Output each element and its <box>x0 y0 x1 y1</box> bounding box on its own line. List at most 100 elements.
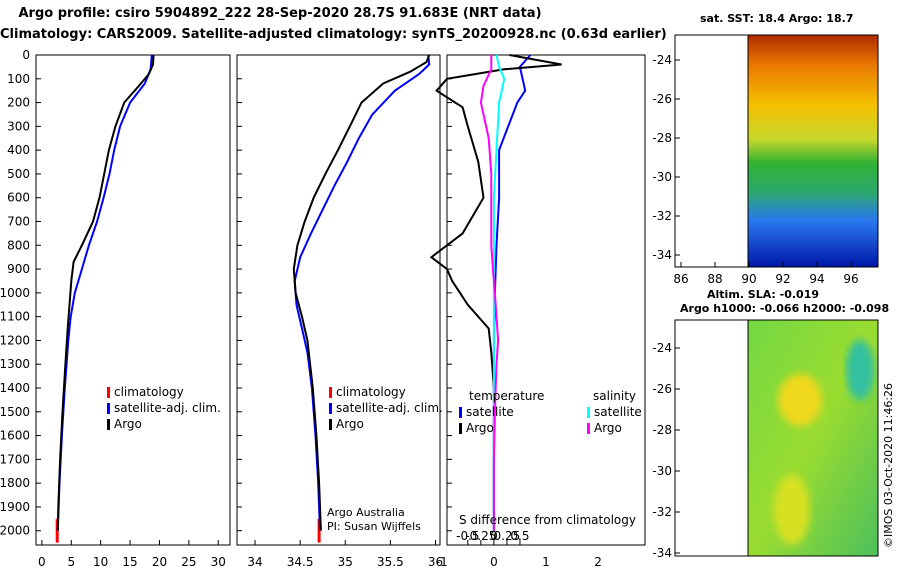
sla-lat-label: -34 <box>652 546 672 560</box>
legend-label: satellite <box>466 405 514 419</box>
x-tick-label: 5 <box>67 555 75 569</box>
series-line-satellite-adj-clim- <box>293 54 431 531</box>
sla-lat-label: -30 <box>652 464 672 478</box>
imos-timestamp: ©IMOS 03-Oct-2020 11:46:26 <box>882 382 895 548</box>
legend-swatch <box>107 387 110 398</box>
sla-lat-label: -24 <box>652 341 672 355</box>
header-line1: Argo profile: csiro 5904892_222 28-Sep-2… <box>18 6 542 21</box>
sla-lat-label: -26 <box>652 382 672 396</box>
x-tick-label: 30 <box>211 555 226 569</box>
y-tick-label: 200 <box>7 96 30 110</box>
y-tick-label: 1300 <box>0 357 30 371</box>
x-tick-label: 20 <box>152 555 167 569</box>
x-tick-label: 36 <box>428 555 443 569</box>
y-tick-label: 0 <box>22 48 30 62</box>
x-tick-label: 0 <box>490 529 498 543</box>
sst-map-title: sat. SST: 18.4 Argo: 18.7 <box>700 12 854 25</box>
x-tick-label-temp: -1 <box>436 555 448 569</box>
legend-swatch <box>459 423 462 434</box>
x-tick-label: 35.5 <box>377 555 404 569</box>
sst-lat-label: -26 <box>652 92 672 106</box>
sst-lat-label: -32 <box>652 209 672 223</box>
series-line-argo <box>292 54 431 531</box>
sst-lat-label: -28 <box>652 131 672 145</box>
y-tick-label: 1500 <box>0 405 30 419</box>
legend-label: climatology <box>336 385 406 399</box>
legend-swatch <box>329 419 332 430</box>
y-tick-label: 500 <box>7 167 30 181</box>
temperature-panel: 0 5 10 15 20 25 300100200300400500600700800900… <box>0 48 231 569</box>
x-tick-label: 25 <box>181 555 196 569</box>
legend-swatch <box>587 407 590 418</box>
sla-map <box>674 319 879 557</box>
x-tick-label: 34.5 <box>287 555 314 569</box>
legend-swatch <box>329 387 332 398</box>
y-tick-label: 700 <box>7 215 30 229</box>
x-tick-label: 10 <box>93 555 108 569</box>
x-tick-label: -0.5 <box>456 529 479 543</box>
series-line-temperature-satellite <box>492 54 532 531</box>
legend-swatch <box>107 419 110 430</box>
legend-label: satellite-adj. clim. <box>114 401 221 415</box>
legend-swatch <box>587 423 590 434</box>
y-tick-label: 600 <box>7 191 30 205</box>
legend-label: satellite-adj. clim. <box>336 401 443 415</box>
salinity-panel: 34 34.5 35 35.5 36 climatology satellite-adj. … <box>236 54 443 569</box>
x-tick-label-temp: 2 <box>594 555 602 569</box>
legend-swatch <box>329 403 332 414</box>
y-tick-label: 1800 <box>0 476 30 490</box>
sst-lon-label: 96 <box>843 272 858 286</box>
y-tick-label: 1000 <box>0 286 30 300</box>
legend-label: Argo <box>114 417 142 431</box>
legend-label: satellite <box>594 405 642 419</box>
series-line-salinity-argo <box>479 55 500 531</box>
y-tick-label: 300 <box>7 119 30 133</box>
sst-lat-label: -30 <box>652 170 672 184</box>
difference-axis-title: S difference from climatology <box>459 513 636 527</box>
x-tick-label: 35 <box>338 555 353 569</box>
y-tick-label: 1700 <box>0 452 30 466</box>
x-tick-label-temp: 0 <box>490 555 498 569</box>
series-line-satellite-adj-clim- <box>56 54 153 531</box>
x-tick-label: 0.25 <box>494 529 521 543</box>
legend-label: Argo <box>594 421 622 435</box>
panel-frame <box>446 54 646 546</box>
sst-lon-label: 90 <box>741 272 756 286</box>
legend-label: Argo <box>336 417 364 431</box>
y-tick-label: 1100 <box>0 310 30 324</box>
y-tick-label: 800 <box>7 238 30 252</box>
credit-line1: Argo Australia <box>327 506 405 519</box>
y-tick-label: 1900 <box>0 500 30 514</box>
sst-lat-label: -24 <box>652 53 672 67</box>
sla-lat-label: -28 <box>652 423 672 437</box>
x-tick-label: 15 <box>122 555 137 569</box>
sst-lon-label: 86 <box>673 272 688 286</box>
difference-panel: temperature salinity satellite Argo satellit… <box>429 54 646 569</box>
y-tick-label: 1600 <box>0 429 30 443</box>
sla-map-title: Altim. SLA: -0.019 <box>707 288 820 301</box>
legend-group-title: salinity <box>593 389 636 403</box>
y-tick-label: 900 <box>7 262 30 276</box>
sst-lon-label: 88 <box>707 272 722 286</box>
credit-line2: PI: Susan Wijffels <box>327 520 421 533</box>
x-tick-label: -0.25 <box>465 529 496 543</box>
legend-label: Argo <box>466 421 494 435</box>
sst-lon-label: 94 <box>809 272 824 286</box>
header-line2: Climatology: CARS2009. Satellite-adjuste… <box>0 27 667 42</box>
y-tick-label: 1200 <box>0 333 30 347</box>
legend-label: climatology <box>114 385 184 399</box>
legend-swatch <box>107 403 110 414</box>
x-tick-label-temp: 1 <box>542 555 550 569</box>
y-tick-label: 400 <box>7 143 30 157</box>
y-tick-label: 1400 <box>0 381 30 395</box>
panel-frame <box>35 54 231 546</box>
panel-frame <box>236 54 441 546</box>
sst-lat-label: -34 <box>652 248 672 262</box>
y-tick-label: 100 <box>7 72 30 86</box>
sst-map <box>674 34 879 268</box>
sla-lat-label: -32 <box>652 505 672 519</box>
y-tick-label: 2000 <box>0 524 30 538</box>
x-tick-label: 34 <box>247 555 262 569</box>
